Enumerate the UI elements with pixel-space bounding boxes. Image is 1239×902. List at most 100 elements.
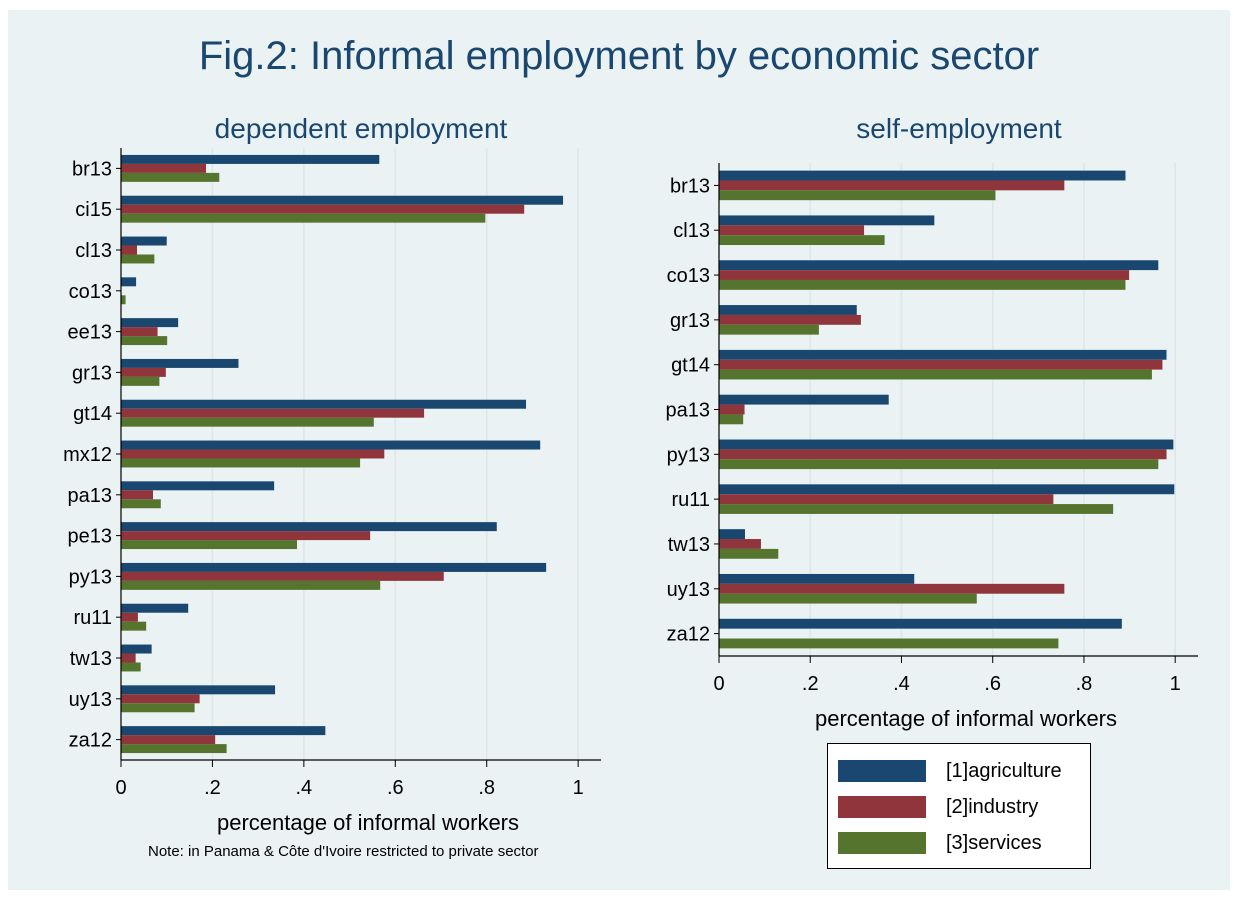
- bar-za12-industry: [121, 735, 216, 745]
- category-label-za12: za12: [667, 624, 710, 646]
- bar-py13-agriculture: [719, 439, 1174, 450]
- bar-co13-services: [719, 279, 1126, 290]
- plot-self: br13 cl13 co13 gr13 gt14 pa13 py13 ru11 tw13 uy13…: [666, 163, 1198, 695]
- chart-frame: Fig.2: Informal employment by economic s…: [8, 10, 1230, 890]
- legend-swatch-agriculture: [838, 760, 926, 782]
- bar-pe13-services: [121, 540, 297, 550]
- category-label-gt14: gt14: [73, 403, 112, 425]
- bar-pa13-services: [719, 414, 744, 425]
- bar-ee13-services: [121, 336, 168, 346]
- bar-ee13-industry: [121, 327, 158, 337]
- bar-pa13-agriculture: [121, 481, 275, 491]
- footnote: Note: in Panama & Côte d'Ivoire restrict…: [148, 843, 539, 860]
- bar-uy13-industry: [121, 694, 200, 704]
- category-label-uy13: uy13: [69, 689, 112, 711]
- category-label-ru11: ru11: [671, 489, 710, 511]
- bar-gt14-agriculture: [121, 399, 527, 409]
- chart-canvas: dependent employment percentage of infor…: [63, 113, 1198, 860]
- bar-ru11-industry: [719, 494, 1054, 505]
- bar-gt14-industry: [719, 359, 1163, 370]
- category-label-br13: br13: [72, 158, 112, 180]
- legend-swatch-industry: [838, 796, 926, 818]
- category-label-ci15: ci15: [75, 199, 112, 221]
- bar-mx12-services: [121, 458, 361, 468]
- bar-gt14-services: [121, 417, 374, 427]
- x-tick-label-self: .8: [1076, 673, 1093, 695]
- category-label-mx12: mx12: [63, 444, 112, 466]
- plot-dependent: br13 ci15 cl13 co13 ee13 gr13 gt14 mx12 pa13 pe13…: [63, 148, 601, 799]
- bar-uy13-agriculture: [719, 573, 915, 584]
- bar-tw13-services: [719, 548, 779, 559]
- category-label-tw13: tw13: [70, 648, 112, 670]
- category-label-ru11: ru11: [73, 607, 112, 629]
- bar-ru11-services: [719, 504, 1114, 514]
- bar-pa13-agriculture: [719, 394, 889, 405]
- bar-tw13-agriculture: [719, 529, 746, 540]
- x-tick-label-dependent: .2: [204, 777, 221, 799]
- bar-py13-industry: [719, 449, 1167, 460]
- category-label-gr13: gr13: [670, 310, 710, 332]
- x-tick-label-dependent: .8: [478, 777, 495, 799]
- bar-uy13-industry: [719, 583, 1065, 594]
- x-tick-label-dependent: 1: [573, 777, 584, 799]
- bar-br13-agriculture: [719, 170, 1126, 181]
- bar-gt14-agriculture: [719, 349, 1167, 360]
- legend-swatch-services: [838, 832, 926, 854]
- bar-za12-agriculture: [719, 618, 1122, 629]
- bar-pa13-industry: [719, 404, 745, 415]
- bar-uy13-services: [121, 703, 195, 713]
- bar-py13-services: [121, 580, 381, 590]
- bar-br13-agriculture: [121, 154, 380, 164]
- panel-title-dependent: dependent employment: [215, 113, 508, 144]
- category-label-gr13: gr13: [72, 362, 112, 384]
- bar-co13-agriculture: [121, 277, 137, 287]
- x-tick-label-self: 1: [1170, 673, 1181, 695]
- bar-ci15-agriculture: [121, 195, 564, 205]
- bar-gr13-services: [121, 376, 160, 386]
- bar-br13-services: [719, 190, 996, 201]
- bar-py13-industry: [121, 571, 444, 581]
- legend-label-services: [3]services: [946, 832, 1042, 854]
- category-label-py13: py13: [667, 444, 710, 466]
- bar-br13-services: [121, 172, 220, 182]
- bar-pe13-industry: [121, 531, 371, 541]
- category-label-co13: co13: [69, 281, 112, 303]
- bar-py13-services: [719, 459, 1159, 470]
- bar-br13-industry: [719, 180, 1065, 191]
- bar-gr13-agriculture: [719, 305, 857, 315]
- bar-ee13-agriculture: [121, 318, 179, 328]
- figure-title: Fig.2: Informal employment by economic s…: [198, 34, 1040, 78]
- bar-co13-services: [121, 295, 126, 305]
- bar-co13-industry: [719, 270, 1130, 280]
- bar-gr13-industry: [719, 314, 861, 325]
- category-label-py13: py13: [69, 566, 112, 588]
- bar-cl13-services: [121, 254, 155, 264]
- x-tick-label-dependent: 0: [115, 777, 126, 799]
- bar-ru11-industry: [121, 612, 138, 622]
- bar-gr13-industry: [121, 367, 166, 377]
- bar-mx12-agriculture: [121, 440, 541, 450]
- bar-ci15-industry: [121, 204, 525, 214]
- bar-ru11-agriculture: [719, 484, 1175, 495]
- bar-za12-services: [121, 744, 227, 754]
- bar-br13-industry: [121, 163, 207, 173]
- bar-cl13-services: [719, 235, 885, 246]
- category-label-cl13: cl13: [75, 240, 112, 262]
- legend-label-agriculture: [1]agriculture: [946, 760, 1062, 782]
- bar-tw13-services: [121, 662, 141, 672]
- category-label-uy13: uy13: [667, 579, 710, 601]
- bar-py13-agriculture: [121, 562, 547, 572]
- legend-label-industry: [2]industry: [946, 796, 1039, 818]
- x-tick-label-dependent: .6: [387, 777, 404, 799]
- bar-pa13-industry: [121, 490, 153, 500]
- bar-za12-services: [719, 638, 1059, 649]
- bar-co13-agriculture: [719, 260, 1159, 271]
- category-label-br13: br13: [670, 175, 710, 197]
- bar-uy13-services: [719, 593, 977, 604]
- x-tick-label-dependent: .4: [296, 777, 313, 799]
- bar-cl13-agriculture: [719, 215, 935, 226]
- bar-cl13-agriculture: [121, 236, 167, 246]
- bar-tw13-industry: [121, 653, 136, 663]
- category-label-co13: co13: [667, 265, 710, 287]
- category-label-gt14: gt14: [671, 355, 710, 377]
